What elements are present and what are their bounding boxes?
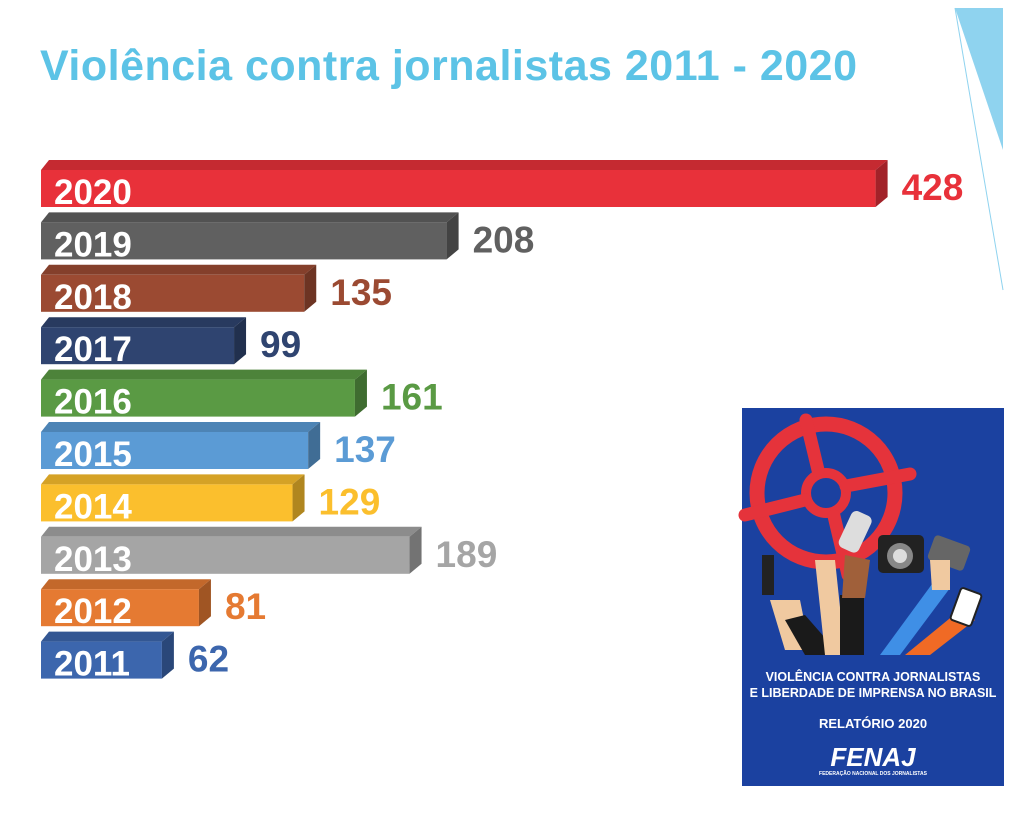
data-label: 99 <box>260 324 301 365</box>
bar-top-2020 <box>41 160 888 170</box>
bar-side-2011 <box>161 631 174 679</box>
data-label: 81 <box>225 586 266 627</box>
cover-title-line2: E LIBERDADE DE IMPRENSA NO BRASIL <box>750 686 997 700</box>
category-label: 2017 <box>54 330 132 369</box>
bar-group-2014: 2014 129 <box>41 474 380 526</box>
bar-top-2013 <box>41 526 422 537</box>
bar-side-2018 <box>304 264 317 312</box>
category-label: 2016 <box>54 383 132 422</box>
bar-group-2018: 2018 135 <box>41 264 392 317</box>
fenaj-logo-subtitle: FEDERAÇÃO NACIONAL DOS JORNALISTAS <box>819 770 928 777</box>
bar-2020 <box>41 170 876 207</box>
bar-group-2015: 2015 137 <box>41 422 396 474</box>
data-label: 129 <box>319 481 381 522</box>
category-label: 2020 <box>54 173 132 212</box>
bar-2019 <box>41 222 447 260</box>
data-label: 62 <box>188 639 229 680</box>
cover-report-year: RELATÓRIO 2020 <box>819 716 927 731</box>
category-label: 2012 <box>54 592 132 631</box>
category-label: 2013 <box>54 540 132 579</box>
bar-side-2020 <box>875 160 888 207</box>
bar-group-2019: 2019 208 <box>41 212 534 264</box>
bar-side-2014 <box>292 474 305 522</box>
category-label: 2015 <box>54 435 132 474</box>
bar-2013 <box>41 536 410 574</box>
bar-side-2019 <box>446 212 459 260</box>
category-label: 2014 <box>54 487 132 526</box>
bar-side-2012 <box>198 579 211 627</box>
bar-group-2020: 2020 428 <box>41 160 963 212</box>
bar-2018 <box>41 274 305 312</box>
data-label: 161 <box>381 377 443 418</box>
bar-top-2016 <box>41 369 367 380</box>
category-label: 2019 <box>54 225 132 264</box>
bar-2014 <box>41 484 293 522</box>
data-label: 208 <box>473 219 535 260</box>
bar-group-2011: 2011 62 <box>41 631 229 684</box>
category-label: 2018 <box>54 278 132 317</box>
fenaj-logo: FENAJ <box>830 742 916 772</box>
bar-side-2016 <box>354 369 367 417</box>
data-label: 137 <box>334 429 396 470</box>
decorative-line <box>954 7 1004 291</box>
chart-title: Violência contra jornalistas 2011 - 2020 <box>40 42 858 90</box>
bar-group-2016: 2016 161 <box>41 369 443 422</box>
bar-top-2015 <box>41 422 321 432</box>
report-cover: VIOLÊNCIA CONTRA JORNALISTAS E LIBERDADE… <box>738 408 1004 786</box>
category-label: 2011 <box>54 645 130 684</box>
bar-top-2012 <box>41 579 211 590</box>
bar-group-2012: 2012 81 <box>41 579 266 631</box>
bar-top-2014 <box>41 474 305 485</box>
decorative-triangle <box>955 8 1003 150</box>
data-label: 135 <box>330 272 392 313</box>
bar-side-2013 <box>409 526 422 574</box>
data-label: 189 <box>436 534 498 575</box>
bar-side-2015 <box>308 422 321 469</box>
bar-2015 <box>41 432 309 469</box>
bar-side-2017 <box>234 317 247 365</box>
bar-group-2013: 2013 189 <box>41 526 498 579</box>
bar-2017 <box>41 327 235 365</box>
bar-2012 <box>41 589 199 627</box>
bar-top-2011 <box>41 631 174 642</box>
journalist-hands-illustration <box>762 511 983 655</box>
bar-group-2017: 2017 99 <box>41 317 301 369</box>
bar-2011 <box>41 641 162 679</box>
bar-top-2018 <box>41 264 317 275</box>
bar-top-2019 <box>41 212 459 223</box>
bar-top-2017 <box>41 317 247 328</box>
bar-2016 <box>41 379 355 417</box>
data-label: 428 <box>902 167 964 208</box>
cover-title-line1: VIOLÊNCIA CONTRA JORNALISTAS <box>766 669 981 684</box>
